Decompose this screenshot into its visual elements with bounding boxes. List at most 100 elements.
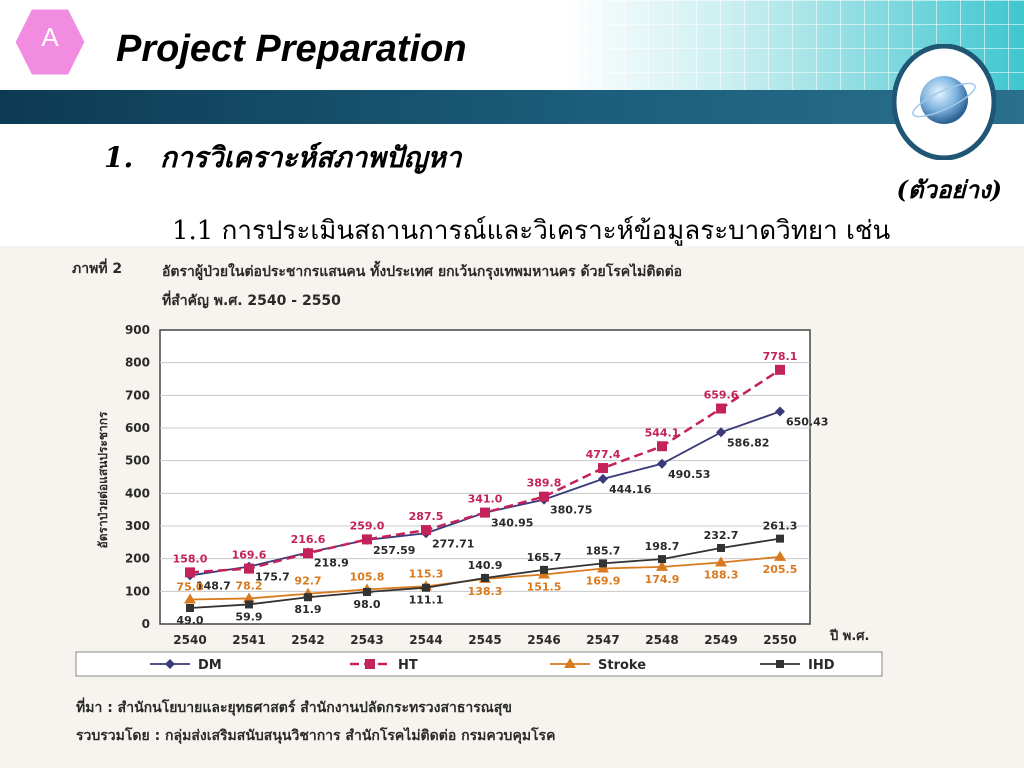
- data-label: 169.6: [232, 549, 267, 562]
- data-label: 105.8: [350, 570, 385, 583]
- data-label: 78.2: [235, 579, 262, 592]
- ht-point: [365, 659, 375, 669]
- x-tick-label: 2541: [232, 633, 265, 647]
- legend-box: [75, 651, 883, 677]
- ihd-point: [776, 534, 784, 543]
- data-label: 389.8: [527, 477, 562, 490]
- y-tick-label: 200: [125, 552, 150, 566]
- x-tick-label: 2549: [704, 633, 737, 647]
- stroke-point: [597, 562, 609, 573]
- data-label: 92.7: [294, 575, 321, 588]
- y-tick-label: 900: [125, 323, 150, 337]
- ht-point: [244, 563, 254, 574]
- legend-label: Stroke: [598, 658, 646, 673]
- data-label: 544.1: [645, 426, 680, 439]
- y-tick-label: 0: [142, 617, 150, 631]
- data-label: 49.0: [176, 614, 203, 627]
- badge-letter: A: [41, 22, 59, 52]
- ht-point: [480, 507, 490, 518]
- x-tick-label: 2543: [350, 633, 383, 647]
- ihd-point: [717, 543, 725, 552]
- data-label: 205.5: [763, 563, 798, 576]
- legend-label: HT: [398, 658, 418, 673]
- y-tick-label: 600: [125, 421, 150, 435]
- header-grid-pattern: [0, 0, 1024, 90]
- data-label: 586.82: [727, 436, 769, 449]
- dm-point: [657, 458, 667, 469]
- data-label: 659.6: [704, 389, 739, 402]
- example-tag: (ตัวอย่าง): [896, 175, 1002, 204]
- ht-point: [539, 491, 549, 502]
- data-label: 185.7: [586, 544, 621, 557]
- ihd-point: [363, 587, 371, 596]
- data-label: 188.3: [704, 568, 739, 581]
- ihd-point: [481, 573, 489, 582]
- y-tick-label: 400: [125, 486, 150, 500]
- y-tick-label: 100: [125, 584, 150, 598]
- chart-axes: 0 100 200 300 400 500 600 700 800 900 2540 2541 2542…: [125, 323, 797, 647]
- ht-point: [657, 441, 667, 452]
- data-label: 444.16: [609, 483, 652, 496]
- dm-point: [165, 659, 175, 669]
- data-label: 138.3: [468, 585, 503, 598]
- ihd-point: [422, 583, 430, 592]
- stroke-point: [184, 593, 196, 604]
- data-label: 216.6: [291, 533, 326, 546]
- ihd-point: [599, 559, 607, 568]
- y-tick-label: 500: [125, 454, 150, 468]
- hexagon-badge-icon: [12, 6, 88, 78]
- data-label: 259.0: [350, 519, 385, 532]
- dm-point: [775, 406, 785, 417]
- data-label: 218.9: [314, 556, 349, 569]
- ht-point: [185, 567, 195, 578]
- data-label: 59.9: [235, 610, 262, 623]
- stroke-point: [715, 556, 727, 567]
- legend-label: IHD: [808, 658, 835, 673]
- data-label: 151.5: [527, 581, 562, 594]
- data-label: 257.59: [373, 544, 415, 557]
- x-tick-label: 2540: [173, 633, 206, 647]
- data-label: 75.0: [176, 581, 203, 594]
- stroke-point: [564, 658, 576, 668]
- line-chart: 0 100 200 300 400 500 600 700 800 900 2540 2541 2542…: [75, 323, 883, 677]
- data-label: 198.7: [645, 540, 680, 553]
- x-axis-label: ปี พ.ศ.: [829, 628, 870, 644]
- dm-point: [716, 427, 726, 438]
- ht-point: [775, 364, 785, 375]
- x-tick-label: 2547: [586, 633, 619, 647]
- data-label: 380.75: [550, 504, 592, 517]
- data-label: 174.9: [645, 573, 680, 586]
- ihd-point: [776, 660, 784, 668]
- data-label: 169.9: [586, 574, 621, 587]
- header-banner: [0, 0, 1024, 90]
- legend-label: DM: [198, 658, 222, 673]
- data-label: 98.0: [353, 598, 380, 611]
- y-tick-label: 700: [125, 388, 150, 402]
- stroke-point: [774, 550, 786, 561]
- x-tick-label: 2546: [527, 633, 560, 647]
- chart-legend: DM HT Stroke IHD: [75, 651, 883, 677]
- section-heading-text: การวิเคราะห์สภาพปัญหา: [160, 141, 462, 174]
- figure-label: ภาพที่ 2: [72, 261, 123, 277]
- globe-icon: [892, 44, 996, 160]
- figure-source: ที่มา : สำนักนโยบายและยุทธศาสตร์ สำนักงา…: [76, 694, 555, 750]
- x-tick-label: 2545: [468, 633, 501, 647]
- y-axis-label: อัตราป่วยต่อแสนประชากร: [96, 411, 110, 548]
- data-label: 477.4: [586, 448, 621, 461]
- ihd-point: [658, 555, 666, 564]
- data-label: 148.7: [196, 579, 231, 592]
- source-line1: ที่มา : สำนักนโยบายและยุทธศาสตร์ สำนักงา…: [76, 700, 512, 716]
- header-band: [0, 90, 1024, 124]
- figure-caption-line1: อัตราผู้ป่วยในต่อประชากรแสนคน ทั้งประเทศ…: [162, 264, 683, 280]
- ht-point: [598, 463, 608, 474]
- ht-point: [362, 534, 372, 545]
- ht-point: [421, 525, 431, 536]
- data-label: 232.7: [704, 529, 739, 542]
- data-label: 261.3: [763, 520, 798, 533]
- data-label: 165.7: [527, 551, 562, 564]
- stroke-point: [243, 592, 255, 603]
- slide-title: Project Preparation: [116, 28, 467, 70]
- data-label: 650.43: [786, 416, 828, 429]
- data-label: 340.95: [491, 517, 533, 530]
- data-label: 277.71: [432, 537, 474, 550]
